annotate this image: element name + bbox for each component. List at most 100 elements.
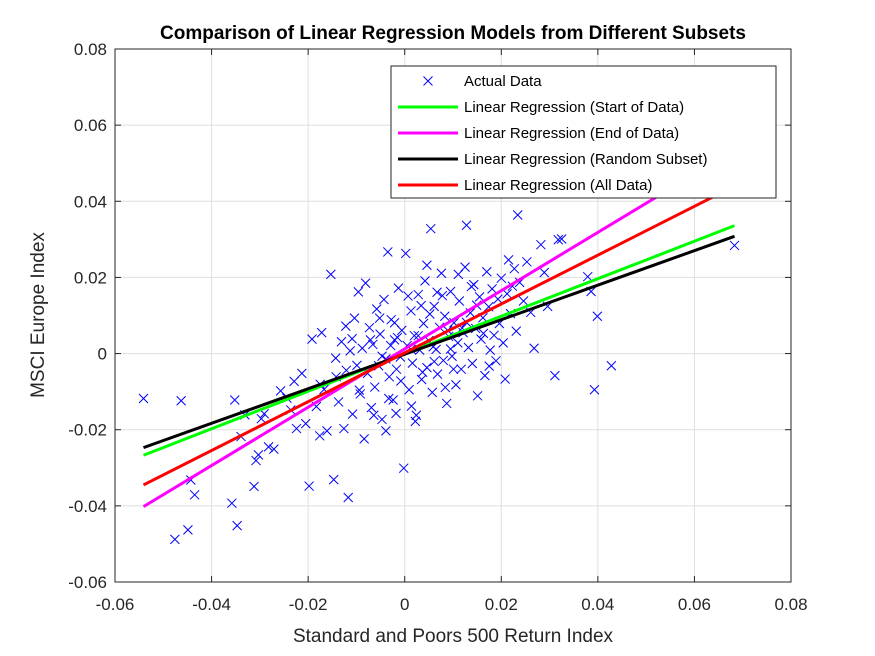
data-point	[539, 267, 550, 278]
data-point	[406, 306, 416, 316]
data-point	[391, 408, 401, 419]
data-point	[291, 423, 302, 434]
data-point	[439, 311, 450, 322]
x-tick-label: -0.04	[192, 595, 231, 614]
data-point	[729, 240, 740, 251]
data-point	[300, 418, 311, 429]
x-tick-label: 0.08	[774, 595, 807, 614]
data-point	[354, 385, 365, 395]
data-point	[413, 289, 424, 300]
data-point	[367, 339, 378, 350]
data-point	[454, 296, 465, 306]
data-point	[422, 260, 432, 271]
data-point	[269, 444, 279, 454]
x-axis-label: Standard and Poors 500 Return Index	[293, 626, 614, 647]
data-point	[368, 410, 379, 421]
data-point	[438, 355, 449, 366]
data-point	[472, 390, 483, 401]
data-point	[500, 374, 511, 384]
data-point	[432, 369, 443, 379]
data-point	[316, 327, 327, 338]
data-point	[345, 346, 356, 356]
data-point	[485, 345, 496, 355]
data-point	[491, 355, 501, 366]
y-tick-label: 0	[98, 345, 107, 364]
data-point	[463, 342, 474, 353]
legend-marker-actual-data	[423, 76, 433, 86]
data-point	[418, 318, 429, 329]
data-point	[474, 291, 485, 302]
data-point	[398, 463, 409, 474]
data-point	[441, 398, 452, 409]
data-point	[357, 343, 368, 354]
data-point	[440, 382, 451, 393]
data-point	[364, 322, 375, 333]
regression-line-4	[142, 184, 736, 487]
data-point	[429, 301, 440, 312]
data-point	[375, 329, 385, 340]
data-point	[453, 269, 464, 280]
y-tick-label: 0.06	[74, 116, 107, 135]
data-point	[176, 395, 187, 406]
data-point	[518, 296, 529, 306]
chart-title: Comparison of Linear Regression Models f…	[160, 23, 746, 44]
data-point	[138, 393, 149, 404]
data-point	[522, 256, 532, 267]
data-point	[393, 283, 404, 293]
data-point	[333, 397, 344, 407]
x-tick-label: 0.04	[581, 595, 614, 614]
data-point	[512, 210, 523, 220]
data-point	[322, 426, 332, 436]
regression-line-2	[142, 148, 736, 508]
data-point	[226, 498, 237, 509]
x-tick-label: -0.02	[289, 595, 328, 614]
data-point	[592, 311, 603, 322]
data-point	[253, 449, 264, 460]
data-point	[256, 413, 267, 424]
data-point	[352, 360, 362, 371]
data-point	[389, 317, 400, 328]
data-point	[365, 335, 376, 345]
y-tick-label: -0.02	[68, 421, 107, 440]
x-tick-label: 0	[400, 595, 409, 614]
data-point	[484, 361, 495, 371]
data-point	[553, 234, 564, 245]
data-point	[461, 220, 472, 231]
data-point	[445, 344, 456, 354]
data-point	[347, 333, 357, 344]
data-point	[589, 384, 600, 395]
data-point	[448, 364, 459, 375]
data-point	[536, 239, 546, 250]
y-tick-label: 0.04	[74, 192, 107, 211]
data-point	[385, 340, 396, 351]
data-point	[409, 330, 420, 341]
y-tick-label: 0.08	[74, 40, 107, 59]
data-point	[377, 414, 387, 425]
x-tick-label: 0.06	[678, 595, 711, 614]
data-point	[360, 278, 371, 288]
data-point	[411, 410, 422, 421]
y-tick-label: -0.06	[68, 573, 107, 592]
data-point	[502, 288, 512, 299]
data-point	[263, 441, 274, 452]
data-point	[496, 273, 507, 284]
data-point	[476, 334, 486, 344]
data-point	[407, 358, 418, 368]
data-point	[275, 386, 286, 396]
data-point	[509, 263, 520, 274]
data-point	[451, 379, 461, 390]
data-point	[487, 283, 497, 294]
data-point	[353, 287, 364, 297]
data-point	[339, 423, 349, 434]
legend: Actual Data Linear Regression (Start of D…	[390, 65, 777, 199]
data-point	[289, 376, 299, 387]
data-point	[424, 309, 435, 319]
data-point	[251, 455, 261, 466]
data-point	[467, 358, 478, 369]
data-point	[328, 474, 339, 485]
legend-label-2: Linear Regression (End of Data)	[464, 125, 679, 142]
data-point	[371, 304, 382, 314]
data-point	[307, 334, 317, 344]
data-point	[359, 433, 370, 444]
data-point	[416, 300, 426, 311]
